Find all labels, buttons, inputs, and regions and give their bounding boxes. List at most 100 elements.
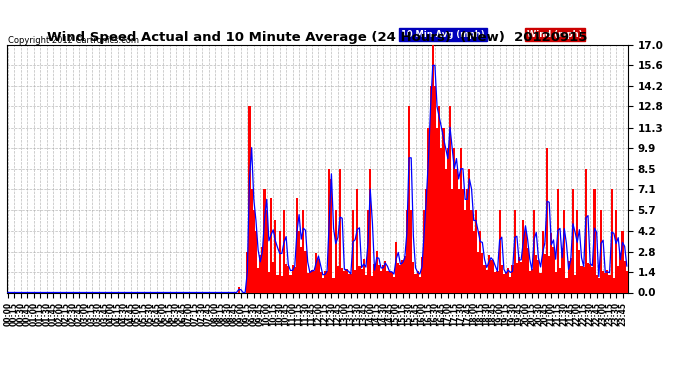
Bar — [365, 275, 367, 292]
Bar — [598, 278, 600, 292]
Bar — [557, 189, 559, 292]
Bar — [498, 210, 501, 292]
Bar — [570, 258, 572, 292]
Bar — [274, 220, 277, 292]
Bar — [408, 106, 410, 292]
Bar — [440, 148, 442, 292]
Bar — [308, 272, 311, 292]
Bar — [344, 271, 346, 292]
Bar — [548, 256, 551, 292]
Bar — [613, 278, 615, 292]
Bar — [486, 270, 488, 292]
Bar — [595, 276, 598, 292]
Bar — [360, 269, 363, 292]
Bar — [350, 274, 352, 292]
Bar — [460, 148, 462, 292]
Bar — [367, 210, 369, 292]
Bar — [563, 210, 565, 292]
Bar — [526, 248, 529, 292]
Bar — [503, 274, 505, 292]
Bar — [600, 210, 602, 292]
Bar — [317, 259, 319, 292]
Bar — [609, 275, 611, 292]
Bar — [578, 250, 580, 292]
Bar — [620, 254, 622, 292]
Bar — [279, 231, 281, 292]
Bar — [326, 271, 328, 292]
Bar — [531, 269, 533, 292]
Bar — [580, 266, 582, 292]
Bar — [585, 169, 587, 292]
Bar — [410, 210, 412, 292]
Bar — [270, 198, 272, 292]
Bar — [388, 272, 391, 292]
Bar — [462, 189, 464, 292]
Bar — [356, 189, 358, 292]
Bar — [507, 268, 509, 292]
Bar — [453, 148, 455, 292]
Bar — [587, 262, 589, 292]
Bar — [427, 128, 429, 292]
Bar — [289, 275, 291, 292]
Bar — [294, 267, 296, 292]
Bar — [393, 277, 395, 292]
Bar — [602, 271, 604, 292]
Bar — [442, 128, 444, 292]
Bar — [555, 272, 557, 292]
Bar — [617, 266, 620, 292]
Bar — [589, 264, 591, 292]
Bar — [434, 86, 436, 292]
Bar — [593, 189, 595, 292]
Bar — [505, 273, 507, 292]
Bar — [561, 248, 563, 292]
Bar — [559, 268, 561, 292]
Bar — [363, 259, 365, 292]
Bar — [419, 277, 421, 292]
Bar — [501, 265, 503, 292]
Bar — [404, 256, 406, 292]
Bar — [262, 248, 264, 292]
Bar — [375, 251, 378, 292]
Bar — [313, 271, 315, 292]
Title: Wind Speed Actual and 10 Minute Average (24 Hours)  (New)  20120915: Wind Speed Actual and 10 Minute Average … — [47, 31, 588, 44]
Bar — [494, 272, 496, 292]
Bar — [451, 189, 453, 292]
Bar — [544, 254, 546, 292]
Bar — [615, 210, 617, 292]
Bar — [328, 169, 331, 292]
Bar — [348, 274, 350, 292]
Bar — [311, 270, 313, 292]
Bar — [565, 278, 567, 292]
Bar — [346, 269, 348, 292]
Bar — [576, 210, 578, 292]
Bar — [315, 253, 317, 292]
Bar — [529, 271, 531, 292]
Bar — [484, 265, 486, 292]
Bar — [449, 106, 451, 292]
Bar — [322, 278, 324, 292]
Bar — [285, 264, 287, 292]
Bar — [522, 220, 524, 292]
Bar — [417, 271, 419, 292]
Text: Wind (mph): Wind (mph) — [527, 30, 583, 39]
Bar — [378, 265, 380, 292]
Bar — [518, 257, 520, 292]
Bar — [391, 272, 393, 292]
Bar — [298, 231, 300, 292]
Bar — [237, 286, 240, 292]
Bar — [436, 128, 438, 292]
Bar — [567, 261, 570, 292]
Bar — [369, 169, 371, 292]
Bar — [509, 277, 511, 292]
Bar — [406, 210, 408, 292]
Bar — [333, 278, 335, 292]
Bar — [380, 271, 382, 292]
Bar — [395, 242, 397, 292]
Bar — [611, 189, 613, 292]
Bar — [604, 273, 607, 292]
Bar — [386, 272, 388, 292]
Bar — [354, 270, 356, 292]
Bar — [624, 261, 626, 292]
Bar — [331, 179, 333, 292]
Bar — [341, 268, 344, 292]
